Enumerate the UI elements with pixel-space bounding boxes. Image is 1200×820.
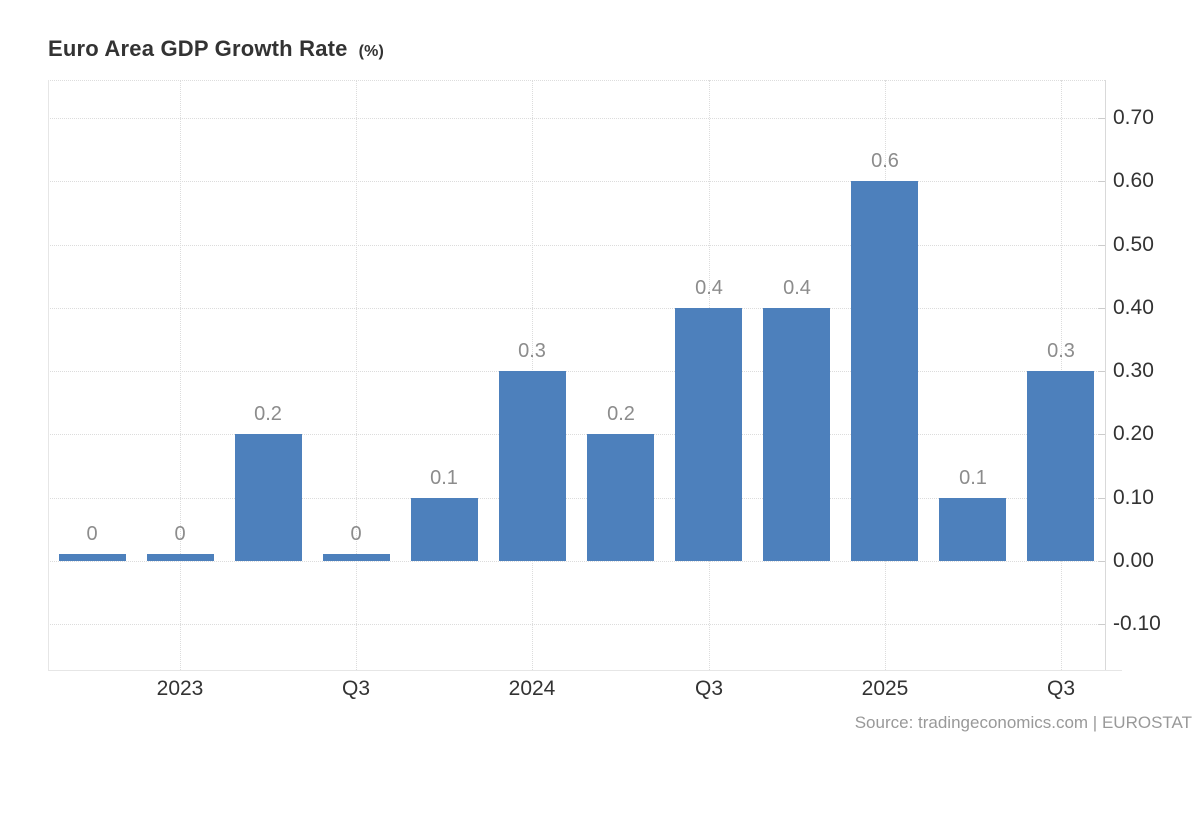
h-gridline [48, 308, 1105, 309]
bar[interactable] [675, 308, 742, 561]
y-axis-tick [1098, 245, 1105, 246]
bar-value-label: 0 [350, 523, 362, 545]
bar[interactable] [499, 371, 566, 561]
h-gridline [48, 181, 1105, 182]
bar-value-label: 0 [174, 523, 186, 545]
plot-top-border [48, 80, 1105, 81]
y-axis-tick [1098, 308, 1105, 309]
bar-value-label: 0.6 [871, 150, 899, 172]
bar[interactable] [235, 434, 302, 561]
h-gridline [48, 371, 1105, 372]
bar[interactable] [1027, 371, 1094, 561]
bar-value-label: 0.1 [430, 467, 458, 489]
chart-title: Euro Area GDP Growth Rate (%) [48, 36, 384, 62]
y-axis-tick [1098, 624, 1105, 625]
y-tick-label: 0.70 [1113, 106, 1154, 129]
bar[interactable] [411, 498, 478, 561]
y-axis-tick [1098, 371, 1105, 372]
y-axis-tick [1098, 181, 1105, 182]
y-axis-line-right [1105, 80, 1106, 670]
bar-value-label: 0 [86, 523, 98, 545]
bar[interactable] [147, 554, 214, 561]
h-gridline [48, 498, 1105, 499]
v-gridline [180, 80, 181, 670]
v-gridline [356, 80, 357, 670]
x-tick-label: Q3 [341, 677, 370, 700]
bar-value-label: 0.3 [518, 340, 546, 362]
y-tick-label: 0.40 [1113, 296, 1154, 319]
x-tick-label: 2025 [861, 677, 909, 700]
bar[interactable] [763, 308, 830, 561]
bar-value-label: 0.2 [254, 403, 282, 425]
source-attribution: Source: tradingeconomics.com | EUROSTAT [854, 713, 1192, 732]
bar[interactable] [59, 554, 126, 561]
y-tick-label: 0.50 [1113, 233, 1154, 256]
x-axis-line [48, 670, 1122, 671]
chart-title-suffix: (%) [358, 43, 385, 60]
chart-title-text: Euro Area GDP Growth Rate [48, 36, 348, 61]
y-axis-tick [1098, 434, 1105, 435]
y-tick-label: 0.10 [1113, 486, 1154, 509]
h-gridline [48, 561, 1105, 562]
h-gridline [48, 434, 1105, 435]
bar-value-label: 0.2 [607, 403, 635, 425]
bar[interactable] [323, 554, 390, 561]
bar-value-label: 0.1 [959, 467, 987, 489]
x-tick-label: Q3 [694, 677, 723, 700]
h-gridline [48, 118, 1105, 119]
bar-value-label: 0.3 [1047, 340, 1075, 362]
y-tick-label: -0.10 [1113, 612, 1161, 635]
y-axis-tick [1098, 118, 1105, 119]
y-axis-line-left [48, 80, 49, 670]
x-tick-label: Q3 [1046, 677, 1075, 700]
bar[interactable] [939, 498, 1006, 561]
y-tick-label: 0.30 [1113, 359, 1154, 382]
bar[interactable] [587, 434, 654, 561]
x-tick-label: 2023 [156, 677, 204, 700]
y-axis-tick [1098, 498, 1105, 499]
h-gridline [48, 245, 1105, 246]
x-tick-label: 2024 [508, 677, 556, 700]
y-tick-label: 0.20 [1113, 422, 1154, 445]
bar-value-label: 0.4 [695, 277, 723, 299]
h-gridline [48, 624, 1105, 625]
y-axis-tick [1098, 561, 1105, 562]
y-tick-label: 0.60 [1113, 169, 1154, 192]
bar-value-label: 0.4 [783, 277, 811, 299]
bar[interactable] [851, 181, 918, 561]
y-tick-label: 0.00 [1113, 549, 1154, 572]
